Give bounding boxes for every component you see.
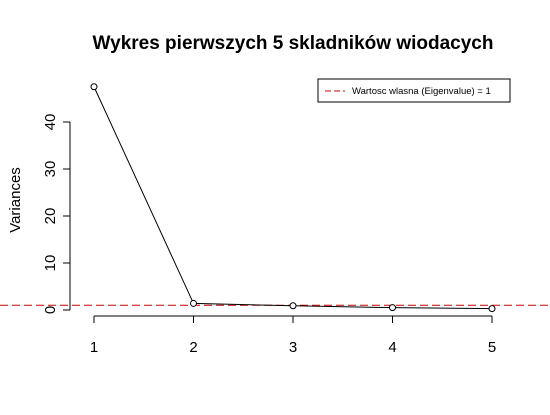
- x-tick-label: 2: [189, 339, 197, 356]
- x-tick-label: 5: [488, 339, 496, 356]
- data-point: [390, 305, 396, 311]
- data-point: [290, 303, 296, 309]
- data-point: [91, 84, 97, 90]
- chart-title: Wykres pierwszych 5 skladników wiodacych: [93, 33, 494, 54]
- y-axis-label: Variances: [7, 167, 24, 233]
- x-tick-label: 1: [90, 339, 98, 356]
- y-tick-label: 0: [42, 306, 59, 314]
- x-tick-label: 4: [388, 339, 396, 356]
- legend: Wartosc wlasna (Eigenvalue) = 1: [318, 79, 510, 102]
- y-tick-label: 20: [42, 208, 59, 225]
- y-tick-label: 10: [42, 255, 59, 272]
- series-line: [94, 87, 492, 309]
- legend-entry: Wartosc wlasna (Eigenvalue) = 1: [352, 86, 491, 97]
- data-point: [191, 300, 197, 306]
- x-tick-label: 3: [289, 339, 297, 356]
- y-tick-label: 40: [42, 114, 59, 131]
- axes: 1 2 3 4 5 0 10 20 30 40: [42, 114, 496, 356]
- data-point: [489, 306, 495, 312]
- series-variances: [91, 84, 495, 312]
- y-tick-label: 30: [42, 161, 59, 178]
